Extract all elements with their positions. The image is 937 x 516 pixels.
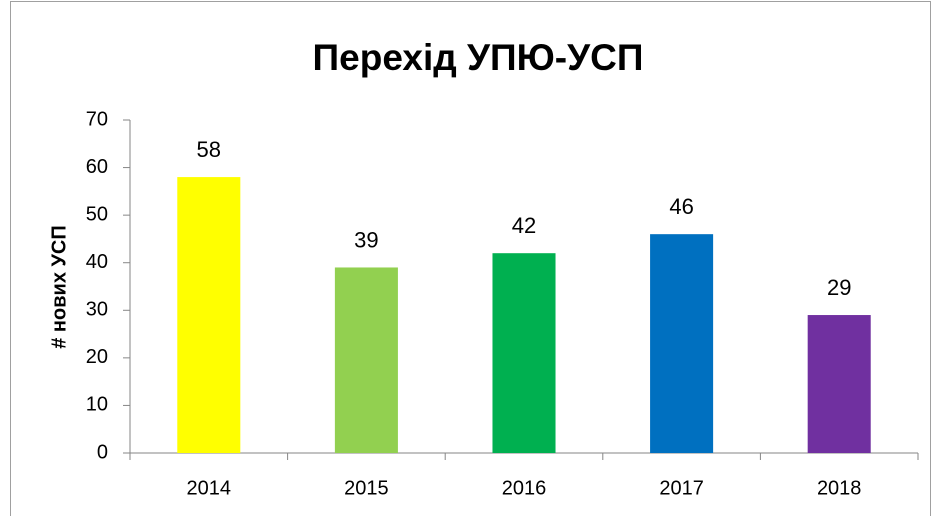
data-label: 46 <box>669 194 693 219</box>
x-tick-label: 2016 <box>502 477 547 499</box>
data-label: 58 <box>197 137 221 162</box>
data-label: 29 <box>827 275 851 300</box>
y-tick-label: 30 <box>86 299 108 321</box>
data-label: 42 <box>512 213 536 238</box>
bar <box>492 253 556 453</box>
x-tick-label: 2017 <box>659 477 704 499</box>
bar <box>650 234 714 453</box>
bar <box>334 267 398 453</box>
bar <box>807 315 871 453</box>
x-tick-label: 2015 <box>344 477 389 499</box>
y-tick-label: 10 <box>86 394 108 416</box>
y-tick-label: 20 <box>86 346 108 368</box>
y-tick-label: 40 <box>86 251 108 273</box>
x-tick-label: 2014 <box>187 477 232 499</box>
chart-frame <box>10 1 931 516</box>
data-label: 39 <box>354 227 378 252</box>
y-tick-label: 70 <box>86 108 108 130</box>
y-axis-label: # нових УСП <box>48 225 70 349</box>
y-tick-label: 50 <box>86 203 108 225</box>
chart-title: Перехід УПЮ-УСП <box>313 37 644 78</box>
bar <box>177 177 241 454</box>
y-tick-label: 60 <box>86 156 108 178</box>
x-tick-label: 2018 <box>817 477 862 499</box>
y-tick-label: 0 <box>97 441 108 463</box>
